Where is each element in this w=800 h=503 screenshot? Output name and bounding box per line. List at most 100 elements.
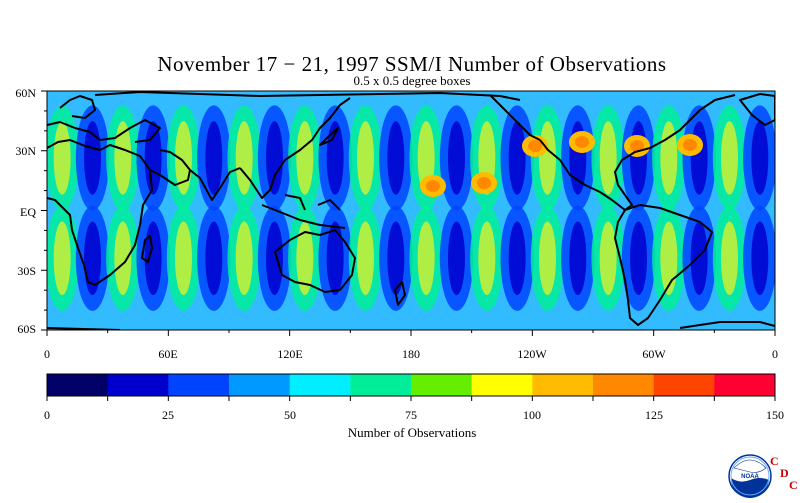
map-background <box>47 91 775 330</box>
hotspot-inner <box>630 140 644 152</box>
swath-core <box>387 221 405 296</box>
colorbar-cell <box>229 374 291 396</box>
indonesia-coast <box>261 194 346 229</box>
hotspot-inner <box>477 177 491 189</box>
colorbar-cell <box>593 374 655 396</box>
swath-core <box>599 221 617 296</box>
cdc-letter-c1: C <box>770 454 779 468</box>
colorbar-tick-0: 0 <box>44 408 50 422</box>
swath-core <box>630 221 647 296</box>
colorbar-tick-150: 150 <box>766 408 784 422</box>
swath-core <box>539 221 556 296</box>
japan-coast <box>319 127 339 146</box>
map-ticks <box>41 90 776 336</box>
east-asia-coast <box>239 97 351 199</box>
hotspot-inner <box>528 140 542 152</box>
africa-europe-coast <box>47 139 153 286</box>
swath-core <box>357 121 374 195</box>
swath-core <box>599 121 617 195</box>
swath-core <box>448 221 465 296</box>
swath-core <box>53 221 71 296</box>
swath-core <box>417 221 435 296</box>
greenland-coast <box>739 93 775 126</box>
lon-label-60w: 60W <box>642 347 666 361</box>
swath-core <box>660 221 678 296</box>
swath-core <box>175 221 192 296</box>
colorbar-tick-100: 100 <box>523 408 541 422</box>
india-coast <box>189 167 241 201</box>
map-subtitle: 0.5 x 0.5 degree boxes <box>353 73 471 88</box>
swath-core <box>296 221 314 296</box>
swath-core <box>690 221 708 296</box>
swath-core <box>205 221 223 296</box>
swath-core <box>721 221 738 296</box>
lat-label-eq: EQ <box>20 205 36 219</box>
colorbar-cell <box>289 374 351 396</box>
colorbar-cell <box>411 374 473 396</box>
madagascar-coast <box>141 235 153 263</box>
swath-core <box>84 221 101 296</box>
lat-label-60s: 60S <box>17 322 36 336</box>
swath-core <box>205 121 223 195</box>
swath-core <box>751 221 769 296</box>
cdc-letter-d: D <box>780 466 789 480</box>
colorbar-cell <box>714 374 776 396</box>
swath-core <box>53 121 71 195</box>
swath-core <box>721 121 738 195</box>
new-zealand-coast <box>394 281 406 306</box>
lat-label-60n: 60N <box>15 86 36 100</box>
scandinavia-coast <box>59 95 96 119</box>
colorbar-tick-125: 125 <box>645 408 663 422</box>
colorbar-cell <box>350 374 412 396</box>
swath-core <box>751 121 769 195</box>
hotspot-inner <box>426 180 440 192</box>
noaa-logo-text: NOAA <box>741 474 759 480</box>
europe-coast <box>47 119 161 143</box>
colorbar-tick-50: 50 <box>284 408 296 422</box>
cdc-letter-c2: C <box>789 478 798 492</box>
hotspot-inner <box>575 136 589 148</box>
swath-core <box>508 221 526 296</box>
high-count-areas <box>420 131 703 197</box>
lon-label-0-east: 0 <box>772 347 778 361</box>
swath-core <box>478 221 496 296</box>
lon-label-120w: 120W <box>517 347 547 361</box>
swath-core <box>235 221 253 296</box>
colorbar-cell <box>653 374 715 396</box>
swath-core <box>326 221 344 296</box>
colorbar-tick-25: 25 <box>162 408 174 422</box>
asia-north-coast <box>94 91 521 101</box>
swath-core <box>387 121 405 195</box>
swath-core <box>569 221 587 296</box>
noaa-cdc-logo: NOAA C D C <box>728 454 798 499</box>
noaa-logo-icon: NOAA <box>728 454 772 499</box>
south-america-coast <box>614 204 713 326</box>
colorbar-cell <box>471 374 533 396</box>
lon-label-60e: 60E <box>158 347 178 361</box>
colorbar-tick-75: 75 <box>405 408 417 422</box>
lat-label-30s: 30S <box>17 264 36 278</box>
north-america-coast <box>539 94 736 211</box>
swath-core <box>235 121 253 195</box>
australia-coast <box>274 229 356 293</box>
colorbar-cell <box>168 374 230 396</box>
hotspot-inner <box>683 139 697 151</box>
swath-core <box>114 221 132 296</box>
arabia-coast <box>149 149 191 186</box>
colorbar-title: Number of Observations <box>347 425 477 440</box>
swath-core <box>266 221 283 296</box>
swath-core <box>508 121 526 195</box>
lon-label-0: 0 <box>44 347 50 361</box>
map-title: November 17 − 21, 1997 SSM/I Number of O… <box>157 52 667 76</box>
swath-core <box>266 121 283 195</box>
swath-core <box>296 121 314 195</box>
lon-label-120e: 120E <box>277 347 303 361</box>
swath-core <box>84 121 101 195</box>
swath-core <box>144 221 162 296</box>
swath-core <box>114 121 132 195</box>
swath-core <box>448 121 465 195</box>
alaska-coast <box>489 94 541 141</box>
colorbar-cell <box>107 374 169 396</box>
